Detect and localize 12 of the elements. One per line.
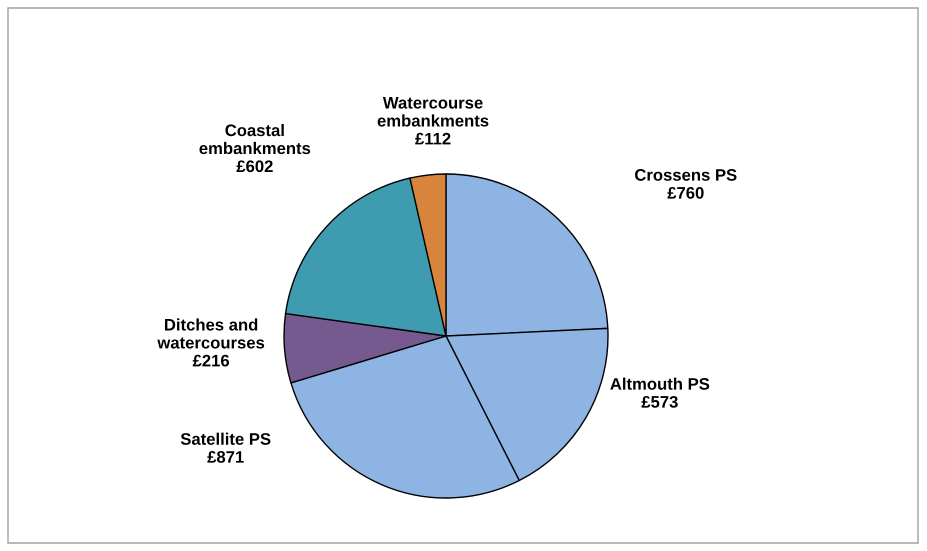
slice-label: Satellite PS	[180, 432, 270, 445]
data-label: £112	[415, 132, 450, 144]
slice-label: Ditches and watercourses	[157, 318, 264, 349]
data-label: £573	[641, 396, 678, 408]
slice-label: Crossens PS	[635, 169, 737, 181]
data-label: £871	[207, 451, 244, 463]
slice-label: Altmouth PS	[610, 378, 710, 390]
data-label: £760	[667, 186, 704, 199]
data-label: £602	[236, 160, 273, 172]
slice-label: Watercourse embankments	[378, 97, 488, 127]
slice-label: Coastal embankments	[199, 124, 310, 154]
data-label: £216	[192, 354, 230, 367]
